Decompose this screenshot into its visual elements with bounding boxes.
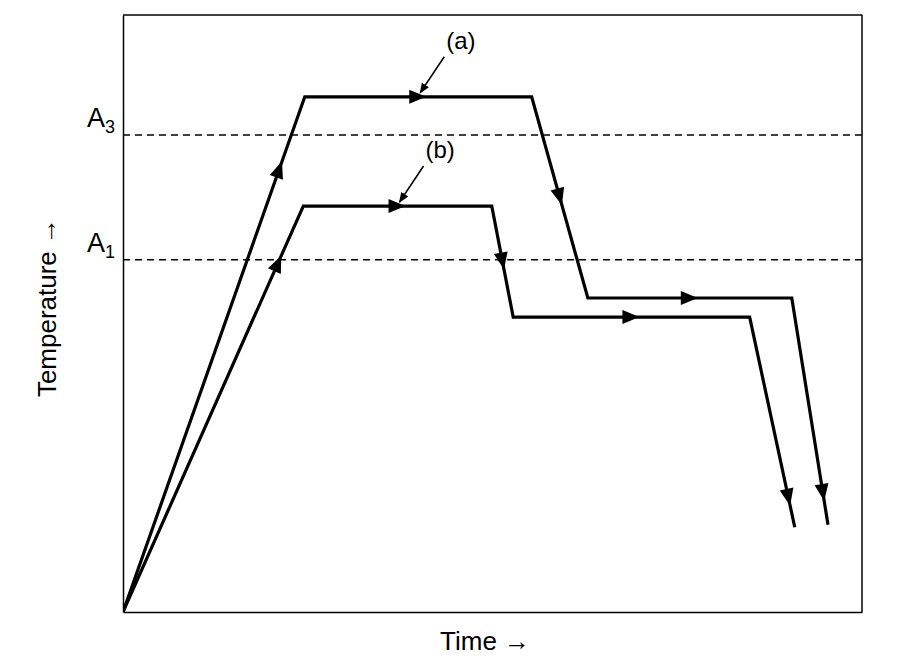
direction-arrow xyxy=(551,187,569,207)
reference-line xyxy=(123,134,862,135)
direction-arrow xyxy=(681,291,698,305)
reference-lines: A3 A1 xyxy=(87,103,862,262)
frame-top xyxy=(123,14,862,16)
direction-arrow xyxy=(268,253,288,274)
y-axis-title: Temperature → xyxy=(32,218,62,397)
annotation-pointer xyxy=(420,57,444,93)
axis-line xyxy=(124,612,863,614)
x-axis xyxy=(124,612,863,613)
chart: A3 A1 (a) (b) Time → Temperature → xyxy=(0,0,908,665)
direction-arrow xyxy=(622,310,639,324)
direction-arrow xyxy=(815,483,832,502)
axis-line xyxy=(123,16,125,613)
frame-right xyxy=(861,15,863,612)
reference-label: A3 xyxy=(87,103,115,137)
series-line xyxy=(123,97,828,612)
reference-line xyxy=(123,259,862,260)
annotation-pointer xyxy=(400,166,424,202)
series-line xyxy=(123,206,795,612)
direction-arrow xyxy=(409,90,426,104)
series-label: (a) xyxy=(446,27,475,54)
annotations: (a) (b) xyxy=(400,27,476,202)
direction-arrow xyxy=(494,251,511,270)
direction-arrow xyxy=(270,159,289,180)
x-axis-title: Time → xyxy=(440,626,530,656)
direction-arrow xyxy=(389,199,406,213)
data-area xyxy=(123,90,831,612)
reference-label: A1 xyxy=(87,228,115,262)
plot: A3 A1 (a) (b) xyxy=(87,15,863,613)
y-axis xyxy=(123,16,124,613)
series-label: (b) xyxy=(426,136,455,163)
direction-arrow xyxy=(780,488,797,508)
